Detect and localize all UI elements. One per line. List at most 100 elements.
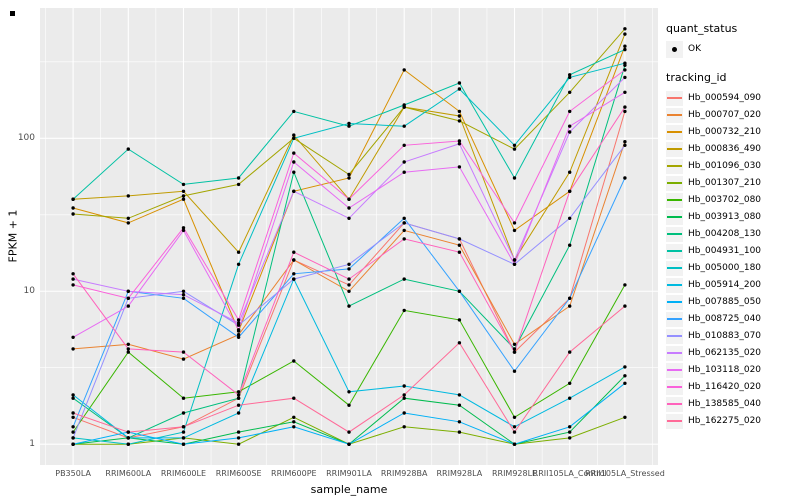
data-point <box>181 442 186 446</box>
data-point <box>71 436 75 440</box>
data-point <box>568 436 572 440</box>
y-tick-label: 1 <box>29 439 35 450</box>
data-point <box>292 277 296 281</box>
data-point <box>236 328 241 332</box>
data-point <box>568 396 572 400</box>
legend-item: Hb_005914_200 <box>666 277 798 293</box>
data-point <box>402 68 406 72</box>
data-point <box>236 318 241 322</box>
data-point <box>623 283 627 287</box>
legend-line-swatch <box>667 114 682 116</box>
data-point <box>402 237 406 241</box>
tracking-id-items: Hb_000594_090 Hb_000707_020 Hb_000732_210 H… <box>666 90 798 429</box>
plot-panel <box>40 8 658 465</box>
legend-item: Hb_001307_210 <box>666 175 798 191</box>
legend-line-swatch <box>667 97 682 99</box>
data-point <box>623 47 627 52</box>
data-point <box>623 105 627 109</box>
x-tick-label: RRIM901LA <box>326 469 372 478</box>
data-point <box>71 393 75 397</box>
data-point <box>568 124 572 128</box>
data-point <box>512 415 517 419</box>
data-point <box>457 341 462 345</box>
data-point <box>623 176 627 180</box>
data-point <box>457 289 462 293</box>
legend-item: Hb_062135_020 <box>666 345 798 361</box>
legend-key <box>666 413 683 429</box>
legend-item-label: Hb_008725_040 <box>688 314 762 324</box>
legend-item: Hb_000707_020 <box>666 107 798 123</box>
data-point <box>126 147 130 151</box>
data-point <box>126 350 130 354</box>
data-point <box>512 350 517 354</box>
legend-item-ok: OK <box>666 40 798 58</box>
data-point <box>71 212 75 216</box>
data-point <box>512 258 517 262</box>
data-point <box>623 140 627 144</box>
legend-key <box>666 243 683 259</box>
data-point <box>347 216 351 220</box>
data-point <box>181 296 186 300</box>
legend-line-swatch <box>667 352 682 354</box>
data-point <box>457 87 462 91</box>
legend-line-swatch <box>667 335 682 337</box>
data-point <box>292 160 296 164</box>
data-point <box>181 350 186 354</box>
legend-key <box>666 124 683 140</box>
data-point <box>512 430 517 434</box>
x-tick-label: RRIM600LE <box>160 469 207 478</box>
data-point <box>126 289 130 293</box>
legend-line-swatch <box>667 301 682 303</box>
data-point <box>181 293 186 297</box>
data-point <box>126 221 130 225</box>
data-point <box>568 90 572 95</box>
legend-key <box>666 260 683 276</box>
data-point <box>568 75 572 80</box>
legend-key <box>666 277 683 293</box>
data-point <box>512 143 517 147</box>
legend-line-swatch <box>667 369 682 371</box>
data-point <box>181 182 186 187</box>
legend-item-label: Hb_001307_210 <box>688 178 762 188</box>
data-point <box>236 396 241 400</box>
data-point <box>402 308 406 313</box>
data-point <box>402 216 406 220</box>
legend-item-label: Hb_138585_040 <box>688 399 762 409</box>
data-point <box>347 206 351 210</box>
data-point <box>347 176 351 180</box>
data-point <box>568 350 572 354</box>
data-point <box>512 425 517 429</box>
legend-line-swatch <box>667 386 682 388</box>
data-point <box>623 75 627 80</box>
legend-item-label: Hb_103118_020 <box>688 365 762 375</box>
data-point <box>623 44 627 48</box>
data-point <box>292 415 296 419</box>
data-point <box>71 415 75 419</box>
legend-item: Hb_007885_050 <box>666 294 798 310</box>
data-point <box>126 216 130 220</box>
legend-line-swatch <box>667 284 682 286</box>
data-point <box>347 262 351 266</box>
data-point <box>347 197 351 201</box>
legend-line-swatch <box>667 267 682 269</box>
data-point <box>457 119 462 123</box>
data-point <box>71 425 75 429</box>
legend-item-label: OK <box>688 44 701 54</box>
data-point <box>347 304 351 308</box>
legend-item-label: Hb_003702_080 <box>688 195 762 205</box>
x-tick-label: RRIM600LA <box>105 469 152 478</box>
data-point <box>623 32 627 36</box>
data-point <box>457 393 462 397</box>
data-point <box>512 228 517 233</box>
data-point <box>236 393 241 397</box>
x-tick-label: RRII105LA_Stressed <box>584 469 665 478</box>
legend-key <box>666 192 683 208</box>
data-point <box>236 335 241 339</box>
data-point <box>236 321 241 325</box>
data-point <box>181 228 186 233</box>
data-point <box>292 136 296 140</box>
data-point <box>568 189 572 193</box>
data-point <box>71 430 75 434</box>
legend-key <box>666 107 683 123</box>
data-point <box>347 277 351 281</box>
